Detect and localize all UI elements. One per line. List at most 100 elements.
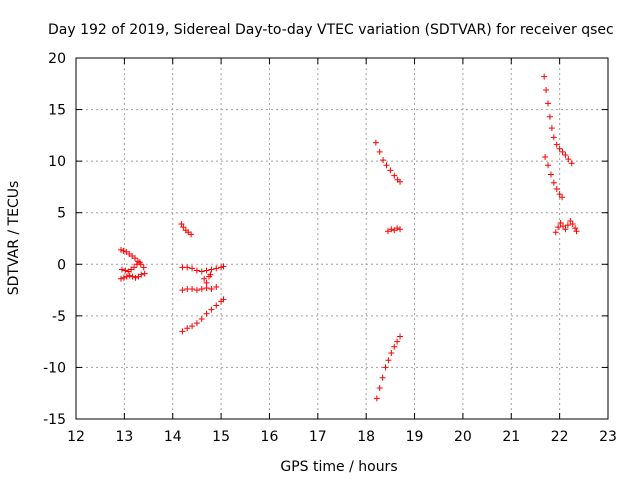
data-point-marker — [123, 273, 130, 280]
data-point-marker — [193, 287, 200, 294]
data-point-marker — [213, 265, 220, 272]
data-point-marker — [546, 113, 553, 120]
gridlines — [76, 58, 608, 419]
data-point-marker — [545, 162, 552, 169]
chart-title: Day 192 of 2019, Sidereal Day-to-day VTE… — [48, 22, 614, 38]
series-arc-14h-link — [201, 271, 214, 286]
data-point-marker — [550, 179, 557, 186]
series-arc-13h-middle — [118, 259, 143, 275]
series-arc-18h-top — [372, 139, 404, 185]
x-axis-label: GPS time / hours — [280, 459, 397, 475]
data-point-marker — [198, 286, 205, 293]
data-point-marker — [397, 178, 404, 185]
data-point-marker — [387, 167, 394, 174]
data-point-marker — [120, 247, 127, 254]
data-point-marker — [213, 283, 220, 290]
x-tick-label: 22 — [551, 429, 569, 445]
data-point-marker — [208, 266, 215, 273]
data-point-marker — [543, 86, 550, 93]
data-point-marker — [203, 279, 210, 286]
data-point-marker — [373, 395, 380, 402]
series-arc-14h-b — [179, 283, 220, 294]
data-point-marker — [179, 328, 186, 335]
series-arc-13h-lower — [117, 270, 148, 282]
data-point-marker — [562, 151, 569, 158]
x-tick-label: 20 — [454, 429, 472, 445]
data-point-marker — [560, 223, 567, 230]
series-arc-22h-cluster — [552, 217, 580, 236]
x-tick-label: 21 — [502, 429, 520, 445]
data-point-marker — [126, 272, 133, 279]
data-point-marker — [545, 100, 552, 107]
data-point-marker — [120, 274, 127, 281]
data-point-marker — [203, 285, 210, 292]
data-point-marker — [565, 156, 572, 163]
series-arc-21h-mid — [542, 154, 566, 201]
data-point-marker — [140, 264, 147, 271]
series-arc-14h-c — [179, 296, 227, 335]
data-point-marker — [132, 274, 139, 281]
x-tick-label: 16 — [261, 429, 279, 445]
data-point-marker — [542, 154, 549, 161]
y-tick-label: 10 — [48, 154, 66, 170]
x-tick-label: 17 — [309, 429, 327, 445]
y-axis-label: SDTVAR / TECUs — [6, 181, 22, 296]
y-tick-label: 15 — [48, 103, 66, 119]
data-point-marker — [136, 259, 143, 266]
data-point-marker — [548, 125, 555, 132]
data-point-marker — [394, 338, 401, 345]
y-tick-label: 0 — [57, 257, 66, 273]
data-point-marker — [547, 171, 554, 178]
data-point-marker — [388, 349, 395, 356]
data-point-marker — [129, 273, 136, 280]
y-tick-label: -5 — [52, 309, 66, 325]
data-point-marker — [208, 306, 215, 313]
data-point-marker — [208, 286, 215, 293]
x-tick-label: 23 — [599, 429, 617, 445]
x-tick-label: 15 — [212, 429, 230, 445]
data-point-marker — [556, 145, 563, 152]
data-point-marker — [372, 139, 379, 146]
data-point-marker — [376, 148, 383, 155]
data-point-marker — [379, 374, 386, 381]
x-tick-label: 12 — [67, 429, 85, 445]
data-point-marker — [573, 228, 580, 235]
data-point-marker — [189, 286, 196, 293]
data-point-marker — [556, 191, 563, 198]
data-point-marker — [382, 364, 389, 371]
data-point-marker — [383, 162, 390, 169]
data-point-marker — [203, 267, 210, 274]
data-point-marker — [189, 323, 196, 330]
data-point-marker — [141, 270, 148, 277]
series-arc-14h-a — [179, 263, 227, 275]
data-point-marker — [559, 148, 566, 155]
data-point-marker — [555, 224, 562, 231]
plot-area-border — [75, 57, 609, 420]
data-point-marker — [557, 220, 564, 227]
x-tick-label: 13 — [115, 429, 133, 445]
data-point-marker — [391, 172, 398, 179]
data-point-marker — [118, 266, 125, 273]
y-tick-label: -10 — [43, 360, 66, 376]
data-point-marker — [220, 296, 227, 303]
data-point-marker — [385, 357, 392, 364]
series-arc-18h-bottom — [373, 333, 404, 402]
data-point-marker — [132, 255, 139, 262]
data-point-marker — [138, 271, 145, 278]
data-point-marker — [572, 225, 579, 232]
series-arc-21h-top — [541, 73, 575, 167]
data-point-marker — [553, 141, 560, 148]
data-point-marker — [376, 385, 383, 392]
data-point-marker — [567, 217, 574, 224]
x-tick-labels: 12 13 14 15 16 17 18 19 20 21 22 23 — [67, 429, 617, 445]
series-arc-14h-top — [178, 221, 195, 238]
data-point-marker — [122, 267, 129, 274]
data-point-marker — [562, 226, 569, 233]
data-point-marker — [397, 333, 404, 340]
data-point-marker — [384, 228, 391, 235]
data-point-marker — [201, 275, 208, 282]
data-point-marker — [189, 265, 196, 272]
data-point-marker — [394, 225, 401, 232]
data-point-marker — [553, 185, 560, 192]
